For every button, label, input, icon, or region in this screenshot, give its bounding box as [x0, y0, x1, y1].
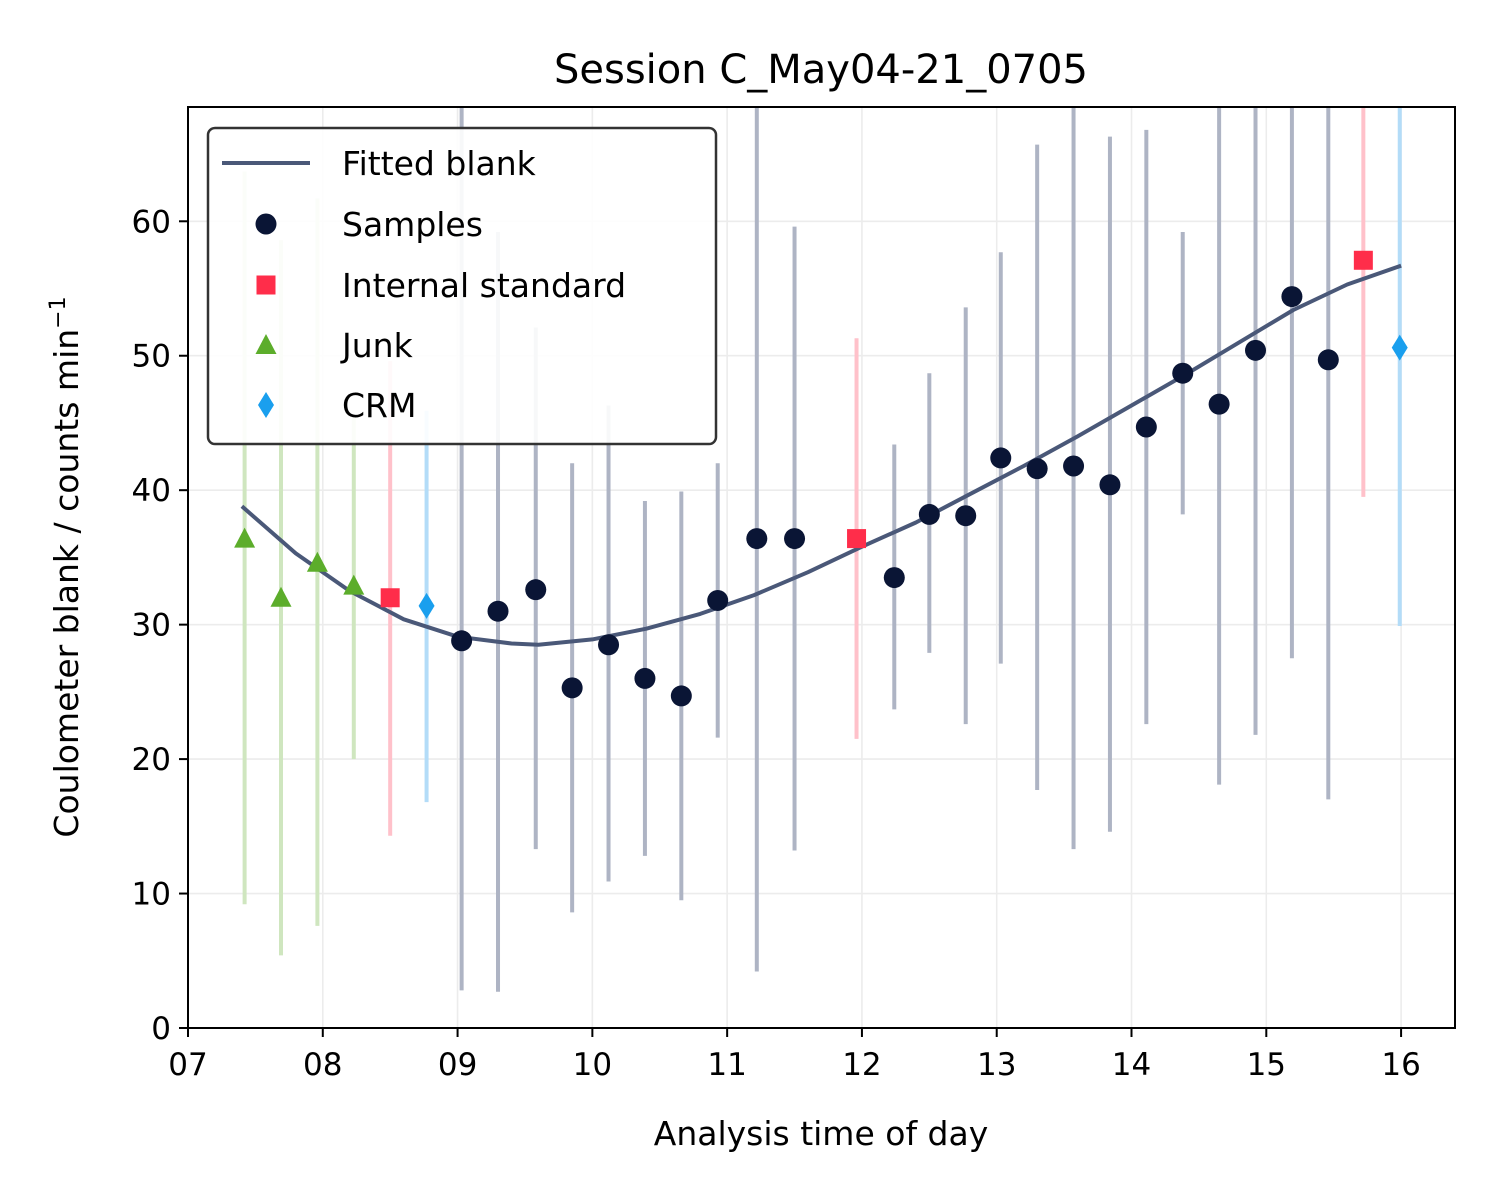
y-tick-label: 40 [132, 473, 171, 509]
crm-point [418, 592, 435, 619]
y-axis-ticks: 0 10 20 30 40 50 60 [132, 204, 188, 1047]
samples-point [1135, 416, 1157, 438]
internal-standard-point [847, 529, 867, 549]
samples-point [918, 503, 940, 525]
samples-point [1026, 458, 1048, 480]
crm-point [1391, 334, 1408, 361]
y-tick-label: 10 [132, 877, 171, 913]
samples-point [1172, 362, 1194, 384]
legend-label-junk: Junk [340, 326, 414, 365]
samples-point [1281, 286, 1303, 308]
samples-point [883, 567, 905, 589]
y-axis-label-main: Coulometer blank / counts min [47, 329, 86, 838]
internal-standard-point [380, 588, 400, 608]
legend-label-samples: Samples [342, 205, 483, 244]
internal-standard-point [1353, 250, 1373, 270]
markers [234, 250, 1408, 707]
samples-point [784, 528, 806, 550]
y-tick-label: 20 [132, 742, 171, 778]
samples-point [1317, 349, 1339, 371]
x-tick-label: 12 [842, 1047, 881, 1083]
samples-point [1099, 474, 1121, 496]
samples-point [598, 634, 620, 656]
junk-point [270, 586, 292, 607]
legend-swatch-junk [255, 334, 277, 354]
plot-frame [187, 106, 1456, 1029]
x-tick-label: 14 [1112, 1047, 1151, 1083]
legend-label-fitted-blank: Fitted blank [342, 144, 537, 183]
samples-point [487, 600, 509, 622]
samples-point [1245, 339, 1267, 361]
junk-point [234, 527, 256, 548]
x-tick-label: 08 [303, 1047, 342, 1083]
legend-swatch-internal-standard [256, 275, 276, 295]
samples-point [746, 528, 768, 550]
chart-title: Session C_May04-21_0705 [554, 47, 1088, 93]
legend-label-internal-standard: Internal standard [342, 266, 626, 305]
fit-line-layer [240, 263, 1402, 647]
samples-point [1063, 455, 1085, 477]
x-axis-ticks: 07 08 09 10 11 12 13 14 15 16 [168, 1028, 1421, 1083]
x-tick-label: 09 [438, 1047, 477, 1083]
y-tick-label: 50 [132, 339, 171, 375]
x-tick-label: 11 [707, 1047, 746, 1083]
samples-point [955, 505, 977, 527]
y-axis-label: Coulometer blank / counts min−1 [46, 296, 86, 837]
y-tick-label: 30 [132, 608, 171, 644]
x-tick-label: 15 [1247, 1047, 1286, 1083]
legend-swatch-samples [255, 213, 277, 235]
y-tick-label: 0 [151, 1011, 171, 1047]
legend-label-crm: CRM [342, 386, 416, 425]
legend-swatch-crm [258, 392, 274, 418]
junk-point [343, 574, 365, 595]
junk-point [306, 551, 328, 572]
samples-point [561, 677, 583, 699]
y-axis-label-superscript: −1 [46, 296, 71, 328]
samples-point [634, 667, 656, 689]
x-tick-label: 07 [168, 1047, 207, 1083]
samples-point [670, 685, 692, 707]
x-tick-label: 16 [1381, 1047, 1420, 1083]
samples-point [1208, 393, 1230, 415]
legend: Fitted blank Samples Internal standard Junk… [206, 126, 718, 446]
fitted-blank-line [240, 263, 1402, 647]
samples-point [707, 589, 729, 611]
x-tick-label: 10 [573, 1047, 612, 1083]
x-axis-label: Analysis time of day [654, 1114, 989, 1153]
samples-point [525, 579, 547, 601]
y-tick-label: 60 [132, 204, 171, 240]
legend-box [206, 126, 718, 446]
samples-point [990, 447, 1012, 469]
samples-point [451, 630, 473, 652]
x-tick-label: 13 [977, 1047, 1016, 1083]
